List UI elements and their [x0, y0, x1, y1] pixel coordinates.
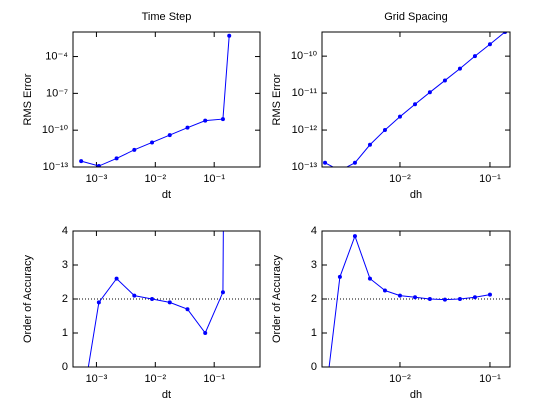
data-point [203, 331, 208, 335]
data-point [96, 164, 101, 167]
data-point [352, 234, 357, 239]
x-axis-label: dh [410, 389, 422, 401]
data-line [328, 234, 491, 367]
x-tick-label: 10⁻² [389, 173, 411, 185]
y-tick-label: 4 [62, 225, 68, 237]
data-point [442, 78, 447, 83]
y-tick-label: 10⁻¹⁰ [42, 124, 69, 136]
data-point [96, 300, 101, 305]
data-point [487, 42, 492, 47]
data-point [427, 90, 432, 95]
data-point [487, 292, 492, 297]
data-point [150, 140, 155, 145]
data-point [150, 297, 155, 301]
data-point [114, 156, 119, 161]
data-point [167, 133, 172, 138]
data-point [413, 102, 418, 107]
data-point [220, 117, 225, 122]
x-tick-label: 10⁻¹ [479, 373, 501, 385]
data-point [227, 33, 232, 38]
y-axis-label: RMS Error [22, 73, 34, 125]
x-tick-label: 10⁻³ [86, 173, 108, 185]
x-tick-label: 10⁻¹ [203, 373, 225, 385]
x-tick-label: 10⁻³ [86, 373, 108, 385]
y-tick-label: 10⁻¹² [292, 124, 318, 136]
x-axis-label: dt [162, 389, 171, 401]
data-point [382, 128, 387, 133]
data-point [79, 159, 84, 164]
data-point [352, 160, 357, 165]
y-axis-label: Order of Accuracy [271, 254, 283, 343]
x-tick-label: 10⁻² [144, 173, 166, 185]
data-point [132, 293, 137, 298]
y-tick-label: 2 [62, 293, 68, 305]
data-point [323, 399, 327, 403]
data-point [397, 114, 402, 119]
x-tick-label: 10⁻² [144, 373, 166, 385]
y-tick-label: 10⁻¹⁰ [291, 50, 318, 62]
data-point [442, 297, 447, 302]
y-axis-label: RMS Error [271, 73, 283, 125]
x-tick-label: 10⁻¹ [203, 173, 225, 185]
data-point [367, 142, 372, 147]
x-tick-label: 10⁻¹ [479, 173, 501, 185]
data-point [114, 276, 119, 281]
data-point [367, 276, 372, 281]
data-point [382, 288, 387, 293]
axes-frame [72, 230, 261, 368]
x-tick-label: 10⁻² [389, 373, 411, 385]
y-tick-label: 3 [62, 259, 68, 271]
y-tick-label: 10⁻¹³ [292, 161, 318, 173]
data-point [185, 307, 190, 312]
axes-frame [321, 31, 511, 168]
x-axis-label: dt [162, 189, 171, 201]
data-point [472, 295, 477, 300]
data-point [167, 300, 172, 305]
y-tick-label: 2 [311, 293, 317, 305]
axes-background [322, 32, 510, 167]
x-axis-label: dh [410, 189, 422, 201]
data-point [457, 66, 462, 71]
data-point [220, 290, 225, 295]
data-point [79, 409, 83, 413]
axes-title: Grid Spacing [384, 11, 448, 23]
data-point [185, 125, 190, 130]
data-point [203, 118, 208, 123]
y-tick-label: 10⁻⁴ [45, 50, 68, 62]
data-point [413, 295, 418, 300]
axes-title: Time Step [142, 11, 192, 23]
data-point [457, 297, 462, 301]
axes-frame [321, 230, 511, 368]
y-tick-label: 1 [311, 327, 317, 339]
y-tick-label: 10⁻⁷ [46, 87, 68, 99]
axes-background [73, 32, 260, 167]
data-point [337, 274, 342, 279]
y-tick-label: 10⁻¹¹ [292, 87, 318, 99]
data-point [323, 160, 328, 165]
data-point [132, 147, 137, 152]
data-line [87, 231, 224, 367]
y-tick-label: 0 [311, 361, 317, 373]
axes-frame [72, 31, 261, 168]
y-tick-label: 1 [62, 327, 68, 339]
data-point [472, 54, 477, 59]
y-tick-label: 10⁻¹³ [43, 161, 69, 173]
data-point [397, 293, 402, 298]
y-axis-label: Order of Accuracy [22, 254, 34, 343]
y-tick-label: 0 [62, 361, 68, 373]
y-tick-label: 4 [311, 225, 317, 237]
data-point [427, 297, 432, 301]
y-tick-label: 3 [311, 259, 317, 271]
data-point [338, 169, 342, 173]
data-line [81, 35, 230, 167]
